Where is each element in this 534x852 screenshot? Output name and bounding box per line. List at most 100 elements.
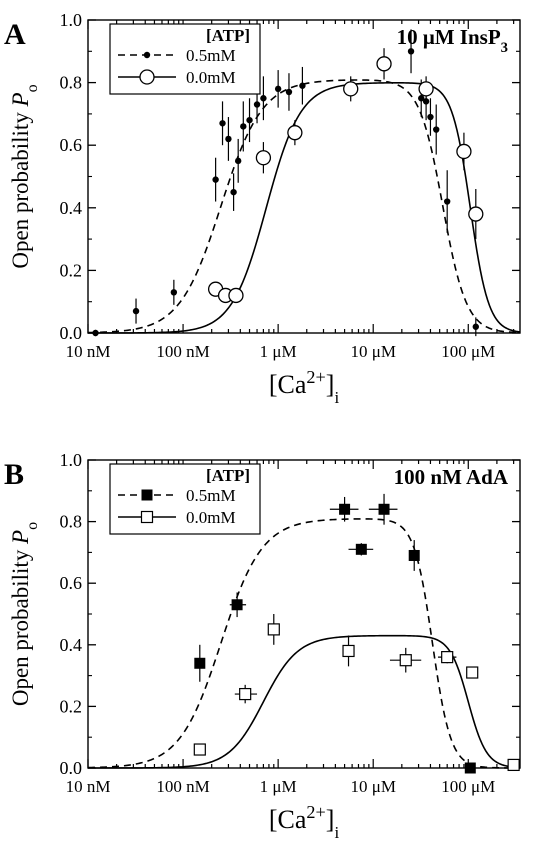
x-tick-label: 1 μM	[260, 342, 297, 361]
data-point	[456, 143, 472, 160]
x-tick-label: 1 μM	[260, 777, 297, 796]
x-tick-label: 10 nM	[66, 777, 111, 796]
data-point	[342, 644, 355, 658]
data-point	[507, 758, 520, 772]
data-point	[441, 651, 454, 664]
data-point	[92, 329, 99, 337]
legend-label: 0.5mM	[186, 46, 236, 65]
panel-title: 10 μM InsP3	[397, 25, 508, 56]
fit-curve-0-0mM	[88, 82, 521, 334]
data-point	[399, 654, 412, 667]
y-tick-label: 0.0	[60, 323, 83, 343]
data-point	[212, 176, 219, 183]
data-point	[246, 116, 253, 124]
x-tick-label: 10 nM	[66, 342, 111, 361]
legend-box	[109, 23, 261, 95]
y-tick-label: 0.2	[60, 260, 83, 280]
data-point	[231, 599, 243, 611]
x-axis-label: [Ca2+]i	[269, 367, 340, 407]
y-tick-label: 0.8	[60, 73, 83, 93]
data-point	[240, 123, 247, 130]
data-point	[355, 543, 367, 555]
series-0-0mM	[193, 614, 520, 772]
y-tick-label: 1.0	[60, 10, 83, 30]
fit-curve-0-5mM	[87, 79, 521, 334]
y-tick-label: 0.2	[60, 696, 83, 716]
data-point	[464, 762, 476, 774]
x-tick-label: 100 μM	[441, 342, 495, 361]
data-point	[225, 135, 232, 143]
data-point	[376, 56, 392, 72]
panel-letter: A	[4, 18, 26, 51]
y-axis-label: Open probability Po	[8, 84, 41, 268]
data-point	[239, 687, 252, 701]
series-0-0mM	[207, 48, 484, 304]
x-tick-label: 10 μM	[350, 777, 395, 796]
data-point	[219, 120, 226, 127]
legend-title: [ATP]	[206, 466, 250, 485]
fit-curve-0-5mM	[87, 518, 520, 769]
data-point	[408, 549, 420, 561]
x-axis-label: [Ca2+]i	[269, 802, 340, 842]
y-tick-label: 0.4	[60, 198, 83, 218]
data-point	[234, 157, 242, 165]
data-point	[378, 503, 390, 515]
data-point	[468, 206, 484, 222]
data-point	[472, 323, 480, 330]
y-tick-label: 0.0	[60, 758, 83, 778]
fit-curve-0-0mM	[87, 634, 521, 769]
data-point	[466, 666, 479, 679]
panel-title: 100 nM AdA	[394, 465, 509, 489]
data-point	[194, 657, 206, 669]
data-point	[443, 198, 451, 205]
data-point	[339, 503, 351, 515]
y-tick-label: 0.4	[60, 635, 83, 655]
y-tick-label: 1.0	[60, 450, 83, 470]
legend-marker	[139, 69, 155, 85]
legend-marker	[141, 489, 153, 501]
data-point	[230, 188, 237, 196]
data-point	[418, 95, 425, 102]
y-tick-label: 0.6	[60, 573, 83, 593]
data-point	[170, 289, 178, 296]
data-point	[407, 48, 415, 55]
data-point	[253, 101, 261, 108]
series-0-5mM	[92, 29, 480, 337]
data-point	[255, 150, 272, 166]
data-point	[299, 82, 306, 89]
panel-a: 0.0 0.2 0.4 0.6 0.8 1.0 10 nM 100 nM 1 μM 10 μM 10…	[4, 10, 521, 407]
panel-b: 0.0 0.2 0.4 0.6 0.8 1.0 10 nM 100 nM 1 μM 10 μM 10…	[4, 450, 521, 842]
data-point	[274, 85, 282, 93]
legend: [ATP]0.5mM 0.0mM	[109, 23, 261, 95]
panel-letter: B	[4, 458, 24, 491]
legend-marker	[143, 51, 151, 59]
data-point	[228, 287, 244, 304]
data-point	[422, 98, 430, 105]
legend-label: 0.5mM	[186, 486, 236, 505]
data-point	[343, 81, 359, 97]
data-point	[267, 623, 280, 636]
legend-label: 0.0mM	[186, 68, 236, 87]
data-point	[433, 126, 440, 133]
x-tick-label: 10 μM	[350, 342, 395, 361]
y-axis-label: Open probability Po	[8, 522, 41, 706]
data-point	[285, 88, 293, 96]
legend-label: 0.0mM	[186, 508, 236, 527]
y-tick-label: 0.6	[60, 135, 83, 155]
y-tick-label: 0.8	[60, 512, 83, 532]
legend-title: [ATP]	[206, 26, 250, 45]
data-point	[427, 113, 434, 121]
data-point	[418, 81, 434, 97]
x-tick-label: 100 nM	[156, 777, 209, 796]
data-point	[132, 307, 140, 315]
data-point	[193, 743, 206, 756]
legend-box	[109, 463, 261, 535]
data-point	[260, 95, 267, 102]
legend: [ATP]0.5mM 0.0mM	[109, 463, 261, 535]
series-0-5mM	[194, 493, 476, 774]
data-point	[287, 125, 303, 141]
x-tick-label: 100 μM	[441, 777, 495, 796]
legend-marker	[140, 510, 154, 524]
x-tick-label: 100 nM	[156, 342, 209, 361]
